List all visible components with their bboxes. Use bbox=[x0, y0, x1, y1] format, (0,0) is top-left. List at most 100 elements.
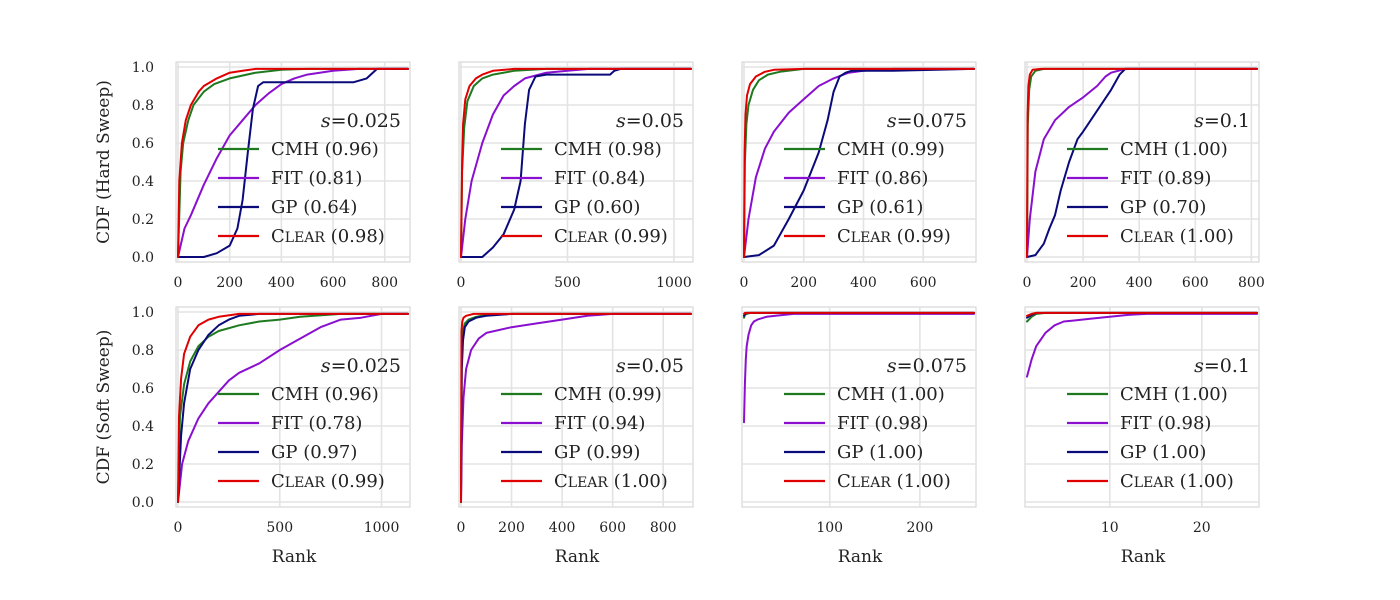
legend-entry-fit: FIT (0.98) bbox=[837, 413, 928, 434]
legend-entry-clear: CLEAR (0.99) bbox=[554, 226, 668, 247]
y-axis-label: CDF (Hard Sweep) bbox=[94, 80, 114, 244]
legend-entry-fit: FIT (0.81) bbox=[271, 168, 362, 189]
legend-entry-cmh: CMH (0.99) bbox=[554, 384, 662, 405]
legend-entry-gp: GP (0.64) bbox=[271, 197, 357, 218]
x-tick-label: 400 bbox=[268, 275, 295, 291]
y-tick-label: 0.2 bbox=[132, 212, 154, 228]
x-axis-label: Rank bbox=[1121, 547, 1166, 567]
legend-entry-clear: CLEAR (0.99) bbox=[271, 471, 385, 492]
s-label: s=0.1 bbox=[1194, 110, 1250, 132]
x-tick-label: 600 bbox=[599, 520, 626, 536]
y-tick-label: 0.4 bbox=[132, 174, 154, 190]
x-axis-label: Rank bbox=[838, 547, 883, 567]
x-axis-label: Rank bbox=[272, 547, 317, 567]
x-tick-label: 600 bbox=[910, 275, 937, 291]
x-tick-label: 1000 bbox=[656, 275, 692, 291]
x-tick-label: 0 bbox=[740, 275, 749, 291]
legend-entry-cmh: CMH (0.96) bbox=[271, 139, 379, 160]
series-line-fit bbox=[1026, 312, 1258, 378]
y-tick-label: 0.2 bbox=[132, 457, 154, 473]
plot-frame bbox=[175, 306, 411, 508]
plot-frame bbox=[741, 61, 977, 263]
panel-0-3: 0 200 400 600 800 s=0.1 CMH (1.00) FIT (0.89) GP… bbox=[1023, 61, 1265, 291]
legend-entry-clear: CLEAR (1.00) bbox=[554, 471, 668, 492]
legend-entry-gp: GP (0.99) bbox=[554, 442, 640, 463]
x-tick-label: 0 bbox=[457, 520, 466, 536]
legend-entry-fit: FIT (0.78) bbox=[271, 413, 362, 434]
series-line-clear bbox=[743, 311, 975, 315]
plot-frame bbox=[741, 306, 977, 508]
series-line-clear bbox=[177, 312, 409, 503]
plot-frame bbox=[458, 61, 694, 263]
x-tick-label: 600 bbox=[1182, 275, 1209, 291]
series-line-fit bbox=[460, 312, 692, 503]
legend-entry-gp: GP (1.00) bbox=[837, 442, 923, 463]
x-tick-label: 0 bbox=[457, 275, 466, 291]
legend-entry-gp: GP (1.00) bbox=[1120, 442, 1206, 463]
panel-0-0: 0 200 400 600 800 0.0 0.2 0.4 0.6 0.8 1.0 s=0.025 CM… bbox=[132, 60, 411, 291]
legend-entry-fit: FIT (0.89) bbox=[1120, 168, 1211, 189]
legend-entry-gp: GP (0.97) bbox=[271, 442, 357, 463]
series-line-gp bbox=[460, 67, 692, 258]
x-tick-label: 100 bbox=[816, 520, 843, 536]
x-tick-label: 200 bbox=[790, 275, 817, 291]
panel-0-1: 0 500 1000 s=0.05 CMH (0.98) FIT (0.84) GP (0.… bbox=[457, 61, 694, 291]
x-tick-label: 800 bbox=[650, 520, 677, 536]
s-label: s=0.1 bbox=[1194, 355, 1250, 377]
x-tick-label: 400 bbox=[549, 520, 576, 536]
series-line-clear bbox=[743, 67, 975, 258]
y-tick-label: 1.0 bbox=[132, 305, 154, 321]
legend-entry-cmh: CMH (0.96) bbox=[271, 384, 379, 405]
legend-entry-gp: GP (0.61) bbox=[837, 197, 923, 218]
x-tick-label: 200 bbox=[498, 520, 525, 536]
x-tick-label: 500 bbox=[266, 520, 293, 536]
x-tick-label: 0 bbox=[174, 275, 183, 291]
panel-1-1: 0 200 400 600 800 s=0.05 CMH (0.99) FIT (0.94) G… bbox=[457, 306, 694, 567]
x-tick-label: 200 bbox=[1070, 275, 1097, 291]
series-line-clear bbox=[177, 67, 409, 258]
series-line-cmh bbox=[177, 312, 409, 503]
legend-entry-fit: FIT (0.98) bbox=[1120, 413, 1211, 434]
series-line-clear bbox=[1026, 67, 1258, 258]
legend-entry-clear: CLEAR (0.98) bbox=[271, 226, 385, 247]
s-label: s=0.025 bbox=[321, 110, 401, 132]
series-line-gp bbox=[1026, 67, 1258, 258]
y-tick-label: 0.6 bbox=[132, 136, 154, 152]
x-tick-label: 800 bbox=[1238, 275, 1265, 291]
series-line-gp bbox=[177, 312, 409, 503]
y-tick-label: 0.0 bbox=[132, 495, 154, 511]
s-label: s=0.05 bbox=[616, 355, 684, 377]
legend-entry-cmh: CMH (1.00) bbox=[1120, 384, 1228, 405]
s-label: s=0.075 bbox=[887, 110, 967, 132]
legend-entry-gp: GP (0.60) bbox=[554, 197, 640, 218]
legend-entry-fit: FIT (0.94) bbox=[554, 413, 645, 434]
x-tick-label: 1000 bbox=[364, 520, 400, 536]
y-tick-label: 1.0 bbox=[132, 60, 154, 76]
legend-entry-cmh: CMH (0.99) bbox=[837, 139, 945, 160]
x-tick-label: 0 bbox=[1023, 275, 1032, 291]
x-tick-label: 20 bbox=[1193, 520, 1211, 536]
y-tick-label: 0.4 bbox=[132, 419, 154, 435]
legend-entry-clear: CLEAR (1.00) bbox=[1120, 471, 1234, 492]
series-line-fit bbox=[1026, 67, 1258, 258]
x-tick-label: 200 bbox=[216, 275, 243, 291]
series-line-clear bbox=[1026, 311, 1258, 317]
s-label: s=0.05 bbox=[616, 110, 684, 132]
legend-entry-cmh: CMH (1.00) bbox=[837, 384, 945, 405]
series-line-fit bbox=[460, 67, 692, 258]
legend-entry-fit: FIT (0.84) bbox=[554, 168, 645, 189]
y-tick-label: 0.8 bbox=[132, 98, 154, 114]
panel-0-2: 0 200 400 600 s=0.075 CMH (0.99) FIT (0.86) GP … bbox=[740, 61, 977, 291]
legend-entry-cmh: CMH (0.98) bbox=[554, 139, 662, 160]
y-axis-label: CDF (Soft Sweep) bbox=[94, 330, 114, 485]
s-label: s=0.075 bbox=[887, 355, 967, 377]
series-line-clear bbox=[460, 312, 692, 503]
x-axis-label: Rank bbox=[555, 547, 600, 567]
x-tick-label: 600 bbox=[320, 275, 347, 291]
s-label: s=0.025 bbox=[321, 355, 401, 377]
x-tick-label: 400 bbox=[1126, 275, 1153, 291]
x-tick-label: 0 bbox=[174, 520, 183, 536]
x-tick-label: 800 bbox=[371, 275, 398, 291]
legend-entry-gp: GP (0.70) bbox=[1120, 197, 1206, 218]
plot-frame bbox=[1024, 306, 1260, 508]
